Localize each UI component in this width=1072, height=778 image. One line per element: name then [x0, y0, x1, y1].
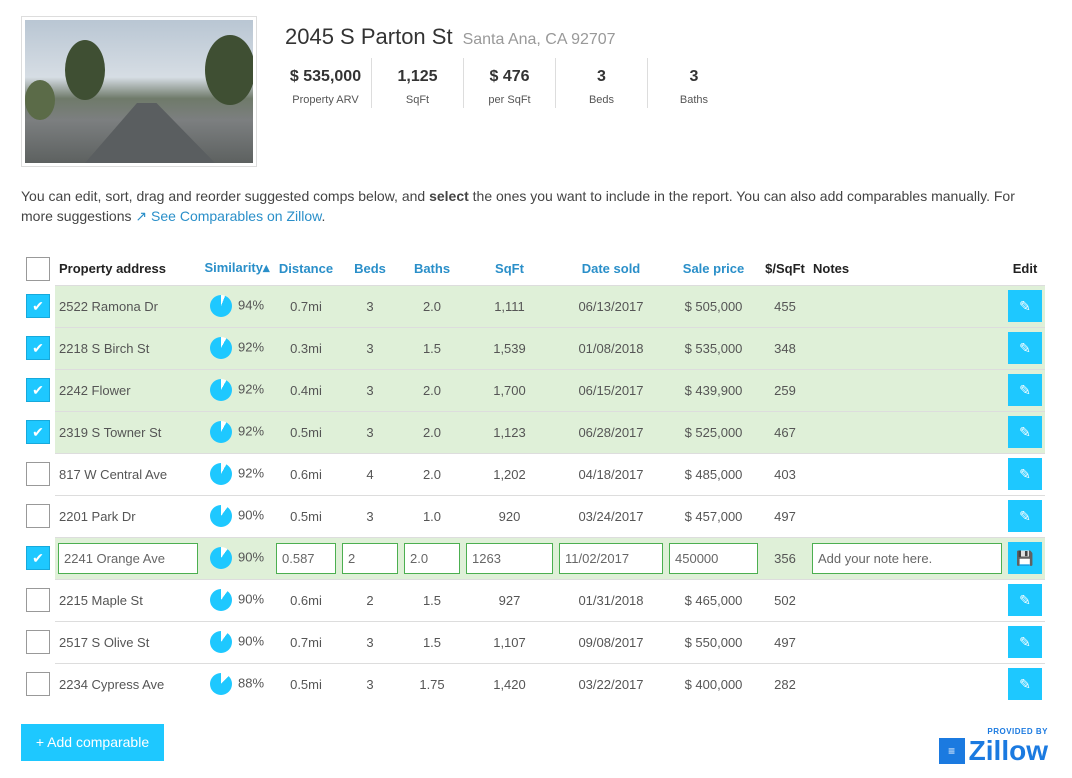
similarity-pie-icon: [209, 463, 232, 485]
similarity-pie-icon: [209, 589, 232, 611]
notes: [809, 662, 1005, 705]
address: 2517 S Olive St: [55, 620, 201, 663]
row-checkbox[interactable]: ✔: [26, 378, 50, 402]
col-price-per-sqft: $/SqFt: [765, 260, 805, 276]
pencil-edit-icon[interactable]: ✎: [1008, 458, 1042, 490]
notes: [809, 410, 1005, 453]
similarity-pie-icon: [209, 631, 232, 653]
select-all-checkbox[interactable]: [26, 256, 50, 281]
table-row[interactable]: ✔ 2242 Flower 92% 0.4mi 3 2.0 1,700 06/15/2017 $…: [21, 368, 1045, 411]
similarity-pie-icon: [209, 505, 232, 527]
similarity-pie-icon: [209, 295, 232, 317]
sort-asc-icon: ▴: [263, 260, 270, 276]
pencil-edit-icon[interactable]: ✎: [1008, 584, 1042, 616]
notes: [809, 494, 1005, 537]
stat-item: 3 Beds: [556, 58, 648, 108]
similarity-pie-icon: [209, 547, 232, 569]
address: 2201 Park Dr: [55, 494, 201, 537]
col-notes: Notes: [813, 260, 850, 276]
table-row[interactable]: 2234 Cypress Ave 88% 0.5mi 3 1.75 1,420 03/22/…: [21, 662, 1045, 705]
row-checkbox[interactable]: ✔: [26, 336, 50, 360]
property-photo: [21, 16, 257, 167]
table-row[interactable]: 2201 Park Dr 90% 0.5mi 3 1.0 920 03/24/2017 $ 4…: [21, 494, 1045, 537]
save-icon[interactable]: 💾: [1008, 542, 1042, 574]
table-row[interactable]: 2517 S Olive St 90% 0.7mi 3 1.5 1,107 09/08/20…: [21, 620, 1045, 663]
similarity-pie-icon: [209, 421, 232, 443]
table-row[interactable]: 2215 Maple St 90% 0.6mi 2 1.5 927 01/31/2018 $ …: [21, 578, 1045, 621]
row-checkbox[interactable]: [26, 630, 50, 654]
address: 2218 S Birch St: [55, 326, 201, 369]
notes: [809, 284, 1005, 327]
col-edit: Edit: [1012, 260, 1038, 276]
notes: [809, 326, 1005, 369]
baths-input[interactable]: 2.0: [404, 542, 460, 574]
notes: [809, 368, 1005, 411]
notes: [809, 578, 1005, 621]
notes-input[interactable]: Add your note here.: [812, 542, 1002, 574]
col-distance[interactable]: Distance: [278, 260, 334, 276]
col-address[interactable]: Property address: [59, 260, 166, 276]
pencil-edit-icon[interactable]: ✎: [1008, 668, 1042, 701]
sqft-input[interactable]: 1263: [466, 542, 553, 574]
stat-item: $ 535,000 Property ARV: [280, 58, 372, 108]
property-stats: $ 535,000 Property ARV 1,125 SqFt $ 476 per S…: [280, 58, 740, 108]
table-row[interactable]: 817 W Central Ave 92% 0.6mi 4 2.0 1,202 04/18/…: [21, 452, 1045, 495]
col-baths[interactable]: Baths: [413, 260, 451, 276]
add-comparable-button[interactable]: + Add comparable: [21, 724, 164, 761]
date-sold-input[interactable]: 11/02/2017: [559, 542, 663, 574]
address: 2242 Flower: [55, 368, 201, 411]
row-checkbox[interactable]: [26, 504, 50, 528]
row-checkbox[interactable]: [26, 588, 50, 612]
row-checkbox[interactable]: [26, 462, 50, 486]
pencil-edit-icon[interactable]: ✎: [1008, 500, 1042, 532]
col-similarity[interactable]: Similarity▴: [204, 260, 270, 276]
col-beds[interactable]: Beds: [354, 260, 386, 276]
col-date-sold[interactable]: Date sold: [581, 260, 641, 276]
row-checkbox[interactable]: ✔: [26, 546, 50, 570]
pencil-edit-icon[interactable]: ✎: [1008, 416, 1042, 448]
col-sqft[interactable]: SqFt: [495, 260, 524, 276]
similarity-pie-icon: [209, 379, 232, 401]
address: 2522 Ramona Dr: [55, 284, 201, 327]
address: 2234 Cypress Ave: [55, 662, 201, 705]
table-row[interactable]: ✔ 2522 Ramona Dr 94% 0.7mi 3 2.0 1,111 06/13/20…: [21, 284, 1045, 327]
address-input[interactable]: 2241 Orange Ave: [58, 542, 198, 574]
pencil-edit-icon[interactable]: ✎: [1008, 290, 1042, 322]
address: 2215 Maple St: [55, 578, 201, 621]
similarity-pie-icon: [209, 337, 232, 359]
pencil-edit-icon[interactable]: ✎: [1008, 626, 1042, 658]
comparables-table: Property address Similarity▴ Distance Be…: [21, 252, 1045, 705]
address: 817 W Central Ave: [55, 452, 201, 495]
row-checkbox[interactable]: ✔: [26, 420, 50, 444]
stat-item: 3 Baths: [679, 68, 709, 106]
property-city: Santa Ana, CA 92707: [462, 31, 616, 48]
row-checkbox[interactable]: [26, 672, 50, 696]
table-row[interactable]: ✔ 2241 Orange Ave 90% 0.587 2 2.0 1263 11/02/20…: [21, 536, 1045, 579]
see-comparables-link[interactable]: ↗ See Comparables on Zillow: [135, 208, 322, 224]
notes: [809, 452, 1005, 495]
pencil-edit-icon[interactable]: ✎: [1008, 374, 1042, 406]
similarity-pie-icon: [209, 673, 232, 696]
sale-price-input[interactable]: 450000: [669, 542, 758, 574]
intro-text: You can edit, sort, drag and reorder sug…: [21, 188, 1015, 224]
notes: [809, 620, 1005, 663]
stat-item: $ 476 per SqFt: [464, 58, 556, 108]
stat-item: 1,125 SqFt: [372, 58, 464, 108]
external-link-icon: ↗: [135, 208, 148, 224]
zillow-logo: PROVIDED BY ≡ Zillow: [928, 727, 1048, 765]
distance-input[interactable]: 0.587: [276, 542, 336, 574]
row-checkbox[interactable]: ✔: [26, 294, 50, 318]
table-row[interactable]: ✔ 2319 S Towner St 92% 0.5mi 3 2.0 1,123 06/28/…: [21, 410, 1045, 453]
col-sale-price[interactable]: Sale price: [682, 260, 745, 276]
zillow-z-icon: ≡: [938, 738, 965, 764]
beds-input[interactable]: 2: [342, 542, 398, 574]
table-row[interactable]: ✔ 2218 S Birch St 92% 0.3mi 3 1.5 1,539 01/08/2…: [21, 326, 1045, 369]
pencil-edit-icon[interactable]: ✎: [1008, 332, 1042, 364]
property-title: 2045 S Parton St Santa Ana, CA 92707: [285, 24, 616, 49]
address: 2319 S Towner St: [55, 410, 201, 453]
